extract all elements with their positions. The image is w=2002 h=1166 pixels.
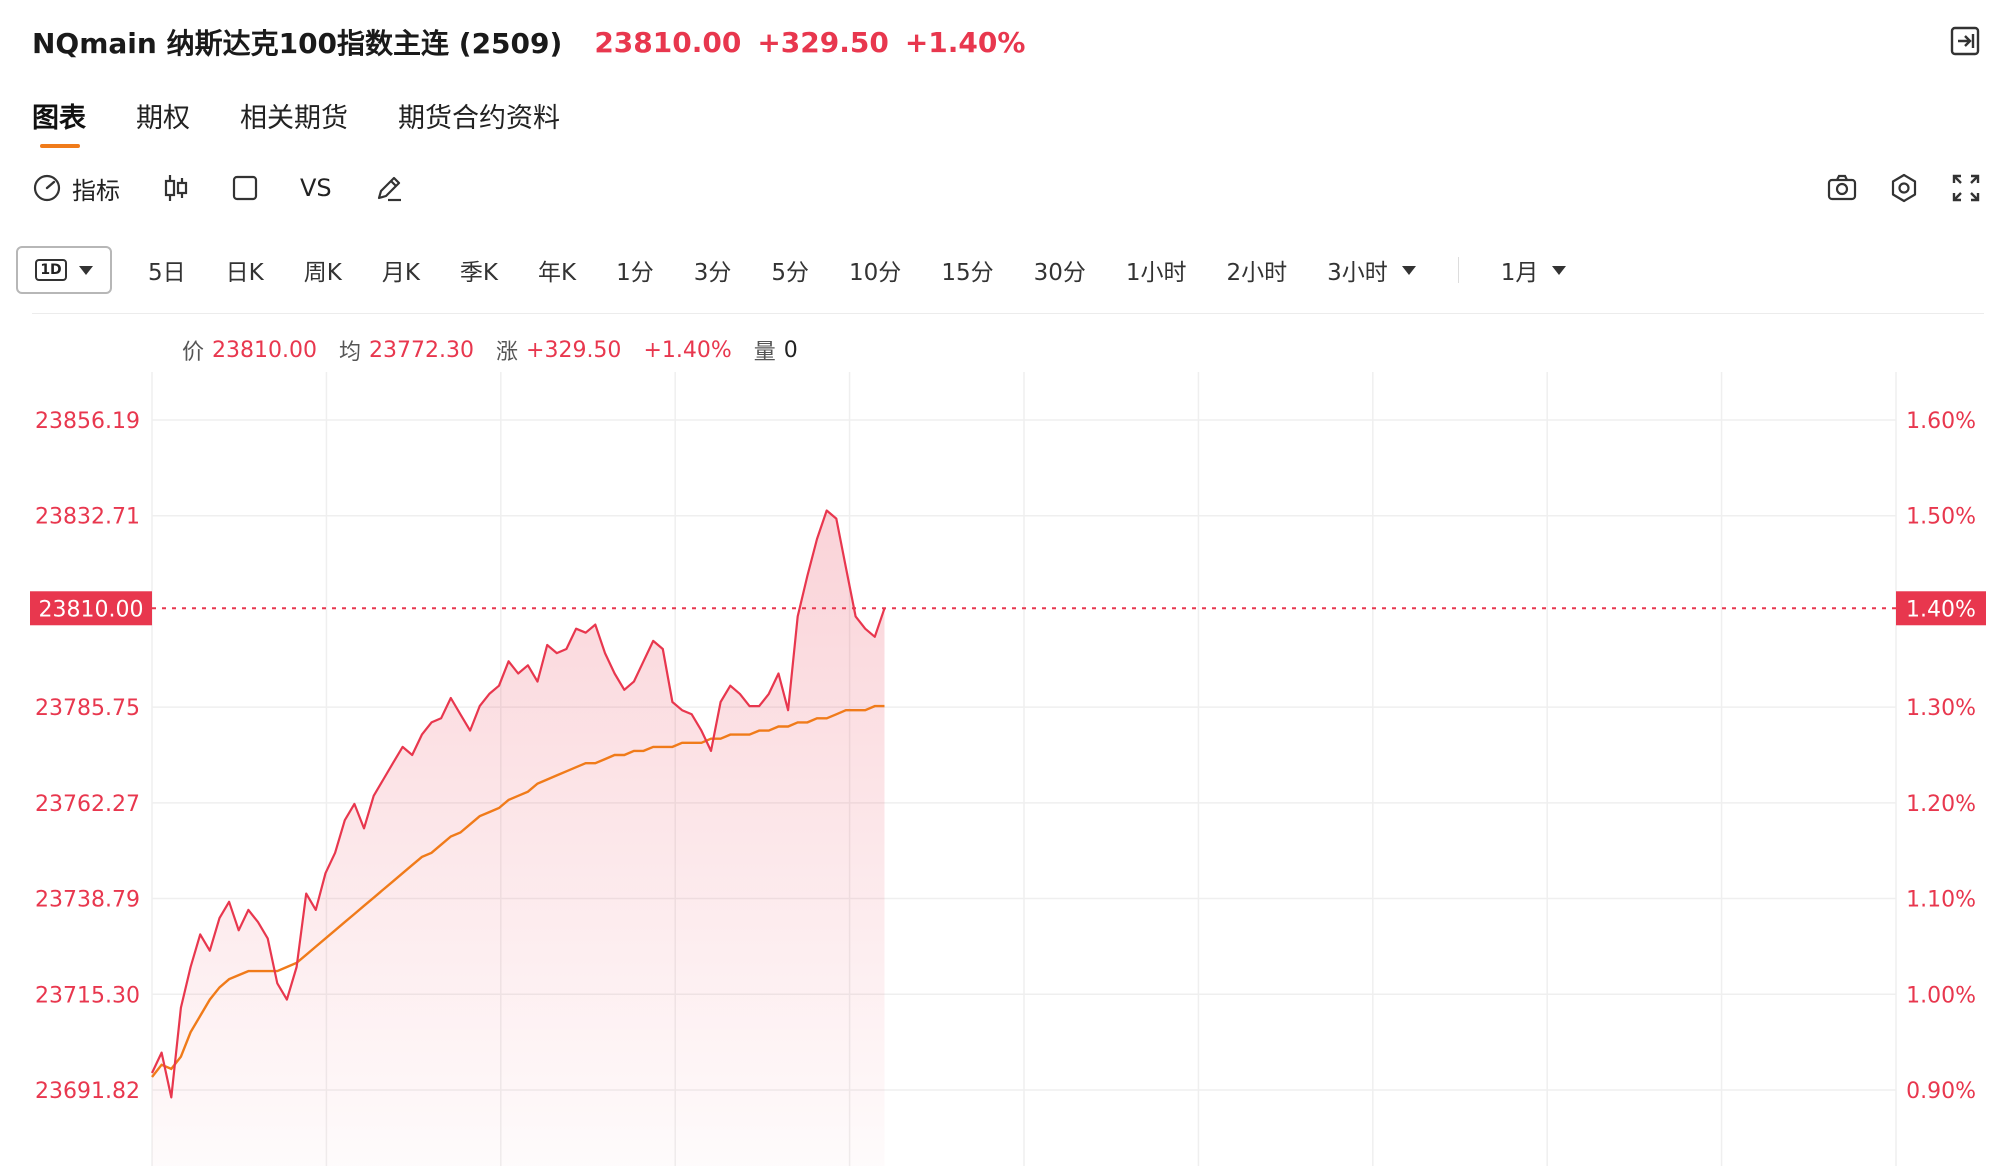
current-pct-tag-label: 1.40% xyxy=(1906,597,1976,622)
period-5d[interactable]: 5日 xyxy=(148,260,186,286)
period-30min[interactable]: 30分 xyxy=(1033,260,1086,286)
avg-label: 均 xyxy=(339,340,362,365)
current-price-tag xyxy=(30,591,152,626)
y-tick-label: 23691.82 xyxy=(35,1079,140,1104)
tab-contract-info[interactable]: 期货合约资料 xyxy=(398,103,560,134)
change-pct-value: +1.40% xyxy=(643,337,732,363)
fullscreen-icon[interactable] xyxy=(1950,172,1982,204)
rectangle-tool[interactable] xyxy=(232,175,258,201)
pencil-icon xyxy=(377,176,401,202)
period-daily-k[interactable]: 日K xyxy=(225,260,264,286)
candlestick-icon xyxy=(164,175,188,201)
range-label: 1月 xyxy=(1500,260,1539,286)
settings-gear-icon[interactable] xyxy=(1888,172,1920,204)
price-value: 23810.00 xyxy=(212,337,317,363)
period-5min[interactable]: 5分 xyxy=(771,260,810,286)
price-change-pct: +1.40% xyxy=(904,25,1026,59)
compare-vs-button[interactable]: VS xyxy=(300,174,332,202)
price-change: +329.50 xyxy=(757,25,889,59)
price-label: 价 xyxy=(182,340,205,365)
period-3h-label: 3小时 xyxy=(1327,260,1388,286)
period-10min[interactable]: 10分 xyxy=(849,260,902,286)
price-area xyxy=(152,510,885,1166)
camera-icon[interactable] xyxy=(1826,172,1858,204)
pct-tick-label: 1.00% xyxy=(1906,983,1976,1008)
period-2h[interactable]: 2小时 xyxy=(1226,260,1288,286)
gauge-icon xyxy=(33,174,61,202)
pct-tick-label: 1.10% xyxy=(1906,888,1976,913)
change-value: +329.50 xyxy=(526,337,622,363)
indicator-button[interactable]: 指标 xyxy=(32,171,120,206)
intraday-period-dropdown[interactable]: 1D xyxy=(16,246,112,294)
chart-info-bar: 价 23810.00 均 23772.30 涨 +329.50 +1.40% 量… xyxy=(182,334,820,366)
tab-related-futures[interactable]: 相关期货 xyxy=(240,103,348,134)
quote-header: NQmain 纳斯达克100指数主连 (2509) 23810.00 +329.… xyxy=(32,20,1025,64)
period-badge: 1D xyxy=(35,259,67,281)
main-tabs: 图表 期权 相关期货 期货合约资料 xyxy=(32,96,560,148)
candlestick-toggle[interactable] xyxy=(162,173,190,203)
y-tick-label: 23738.79 xyxy=(35,888,140,913)
tab-chart[interactable]: 图表 xyxy=(32,96,86,148)
pct-tick-label: 1.30% xyxy=(1906,696,1976,721)
y-tick-label: 23785.75 xyxy=(35,696,140,721)
volume-value: 0 xyxy=(783,337,798,363)
change-label: 涨 xyxy=(496,340,519,365)
period-monthly-k[interactable]: 月K xyxy=(381,260,420,286)
period-1h[interactable]: 1小时 xyxy=(1125,260,1187,286)
period-15min[interactable]: 15分 xyxy=(941,260,994,286)
caret-down-icon xyxy=(1401,265,1416,275)
tab-options[interactable]: 期权 xyxy=(136,103,190,134)
drawing-tool[interactable] xyxy=(374,173,404,203)
chart-actions xyxy=(1826,172,1982,204)
pct-tick-label: 1.20% xyxy=(1906,792,1976,817)
y-tick-label: 23715.30 xyxy=(35,983,140,1008)
current-price-tag-label: 23810.00 xyxy=(39,597,144,622)
last-price: 23810.00 xyxy=(594,25,742,59)
current-pct-tag xyxy=(1896,591,1986,626)
y-tick-label: 23832.71 xyxy=(35,505,140,530)
period-yearly-k[interactable]: 年K xyxy=(538,260,577,286)
avg-value: 23772.30 xyxy=(369,337,474,363)
price-line xyxy=(151,509,886,1099)
pct-tick-label: 1.50% xyxy=(1906,505,1976,530)
range-dropdown[interactable]: 1月 xyxy=(1481,253,1587,287)
pct-tick-label: 0.90% xyxy=(1906,1079,1976,1104)
period-quarterly-k[interactable]: 季K xyxy=(459,260,499,286)
vs-label: VS xyxy=(300,174,332,202)
period-weekly-k[interactable]: 周K xyxy=(303,260,342,286)
period-more-dropdown[interactable]: 3小时 xyxy=(1307,253,1436,287)
indicator-label: 指标 xyxy=(72,176,120,205)
chart-toolbar: 指标 VS xyxy=(32,168,446,208)
period-1min[interactable]: 1分 xyxy=(616,260,654,286)
toolbar-divider xyxy=(32,313,1984,314)
volume-label: 量 xyxy=(753,340,776,365)
period-selector: 1D 5日 日K 周K 月K 季K 年K 1分 3分 5分 10分 15分 30… xyxy=(16,246,1586,294)
caret-down-icon xyxy=(1552,265,1567,275)
period-3min[interactable]: 3分 xyxy=(693,260,732,286)
instrument-title: NQmain 纳斯达克100指数主连 (2509) xyxy=(32,27,563,60)
period-divider xyxy=(1457,257,1459,283)
square-icon xyxy=(232,175,258,201)
caret-down-icon xyxy=(78,265,93,275)
pct-tick-label: 1.60% xyxy=(1906,409,1976,434)
y-tick-label: 23856.19 xyxy=(35,409,140,434)
y-tick-label: 23762.27 xyxy=(35,792,140,817)
exit-icon[interactable] xyxy=(1950,26,1980,56)
